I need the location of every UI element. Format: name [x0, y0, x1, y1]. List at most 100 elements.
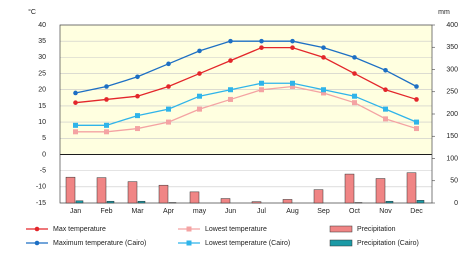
y2-tick-label: 50 — [450, 178, 458, 185]
point — [73, 129, 78, 135]
point — [104, 122, 109, 128]
point — [197, 106, 202, 112]
legend-label: Max temperature — [53, 226, 106, 233]
point — [73, 122, 78, 128]
legend-label: Lowest temperature (Cairo) — [205, 240, 290, 247]
point — [290, 45, 295, 50]
y-tick-label: 35 — [38, 38, 46, 45]
point — [414, 126, 419, 132]
point — [290, 80, 295, 86]
bar — [251, 201, 262, 204]
point — [135, 74, 140, 80]
point — [383, 68, 388, 73]
point — [135, 93, 140, 99]
point — [414, 97, 419, 102]
y-tick-label: 10 — [38, 119, 46, 126]
y2-tick-label: 0 — [454, 200, 458, 207]
x-tick-label: Jul — [257, 208, 266, 215]
bar — [344, 173, 355, 204]
line — [75, 85, 417, 133]
x-tick-label: Feb — [100, 208, 112, 215]
legend-swatch — [329, 239, 353, 247]
y-tick-label: 20 — [38, 87, 46, 94]
y2-tick-label: 150 — [446, 133, 458, 140]
point — [259, 80, 264, 86]
point — [352, 93, 357, 99]
point — [135, 126, 140, 132]
bar — [220, 198, 231, 204]
point — [352, 100, 357, 106]
point — [290, 38, 295, 44]
y-tick-label: 15 — [38, 103, 46, 110]
y2-tick-label: 350 — [446, 44, 458, 51]
point — [414, 84, 419, 89]
bar — [75, 200, 84, 204]
point — [135, 113, 140, 119]
point — [321, 45, 326, 50]
legend-marker — [186, 240, 192, 246]
point — [197, 71, 202, 76]
legend-marker — [34, 226, 40, 232]
bar — [313, 189, 324, 204]
point — [321, 90, 326, 96]
x-tick-label: Nov — [379, 208, 392, 215]
bar — [406, 172, 417, 204]
point — [321, 55, 326, 60]
point — [383, 87, 388, 93]
y-tick-label: -15 — [36, 200, 46, 207]
point — [104, 84, 109, 89]
point — [383, 116, 388, 122]
bar — [106, 200, 115, 204]
legend-label: Lowest temperature — [205, 226, 267, 233]
line — [75, 40, 417, 94]
y-unit: °C — [28, 8, 36, 16]
legend-marker — [186, 226, 192, 232]
bar — [416, 200, 425, 204]
bar — [375, 178, 386, 204]
x-tick-label: Apr — [163, 208, 175, 215]
point — [259, 38, 264, 44]
y2-tick-label: 300 — [446, 66, 458, 73]
y2-tick-label: 400 — [446, 22, 458, 29]
bar — [385, 200, 394, 204]
point — [228, 96, 233, 102]
bar — [65, 176, 76, 204]
point — [228, 38, 233, 44]
y-tick-label: -5 — [40, 167, 46, 174]
point — [321, 87, 326, 93]
point — [73, 90, 78, 96]
point — [259, 87, 264, 93]
y-tick-label: 40 — [38, 22, 46, 29]
point — [352, 71, 357, 76]
point — [166, 84, 171, 89]
bar — [96, 177, 107, 204]
x-tick-label: Mar — [131, 208, 144, 215]
legend-label: Maximum temperature (Cairo) — [53, 240, 146, 247]
point — [290, 83, 295, 89]
point — [104, 97, 109, 102]
point — [197, 48, 202, 54]
x-tick-label: Aug — [286, 208, 299, 215]
point — [228, 87, 233, 93]
bar — [189, 191, 200, 204]
bar — [158, 184, 169, 204]
y-tick-label: 5 — [42, 135, 46, 142]
y2-tick-label: 100 — [446, 155, 458, 162]
y-tick-label: -10 — [36, 184, 46, 191]
point — [197, 93, 202, 99]
point — [166, 61, 171, 67]
x-tick-label: Sep — [317, 208, 330, 215]
legend-label: Precipitation (Cairo) — [357, 240, 419, 247]
y2-unit: mm — [438, 9, 450, 16]
point — [414, 119, 419, 125]
x-tick-label: Jan — [70, 208, 81, 215]
point — [383, 106, 388, 112]
point — [104, 129, 109, 135]
y-tick-label: 25 — [38, 70, 46, 77]
x-tick-label: Oct — [349, 208, 360, 215]
legend-marker — [34, 240, 40, 246]
bar — [137, 200, 146, 204]
point — [166, 106, 171, 112]
y2-tick-label: 250 — [446, 89, 458, 96]
